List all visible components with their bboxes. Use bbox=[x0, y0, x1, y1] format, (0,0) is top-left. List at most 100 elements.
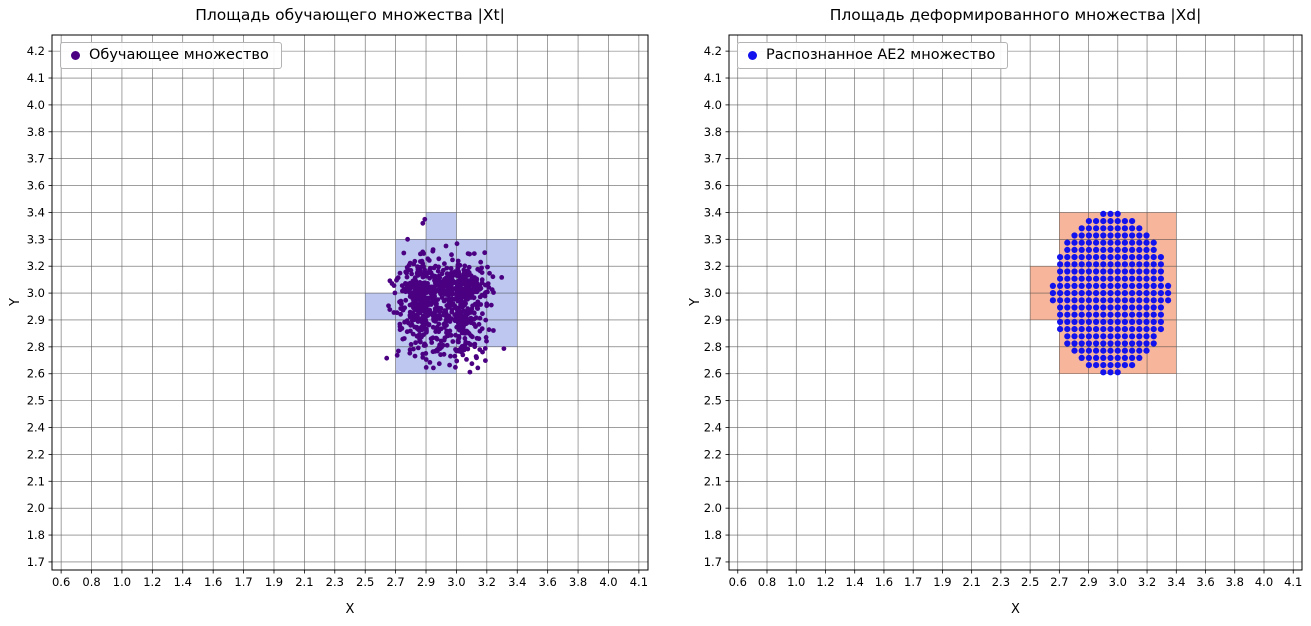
y-tick-label: 4.0 bbox=[704, 98, 722, 112]
y-tick-label: 2.2 bbox=[704, 447, 722, 461]
y-tick-label: 2.0 bbox=[27, 501, 45, 515]
x-tick-label: 3.0 bbox=[1109, 575, 1127, 589]
x-tick-label: 3.0 bbox=[447, 575, 465, 589]
y-tick-label: 2.8 bbox=[704, 340, 722, 354]
x-tick-label: 1.7 bbox=[234, 575, 252, 589]
x-tick-label: 2.1 bbox=[962, 575, 980, 589]
x-tick-label: 3.6 bbox=[539, 575, 557, 589]
x-tick-label: 0.6 bbox=[52, 575, 70, 589]
y-tick-label: 2.2 bbox=[27, 447, 45, 461]
x-tick-label: 1.9 bbox=[265, 575, 283, 589]
left-legend: Обучающее множество bbox=[60, 42, 282, 69]
right-legend: Распознанное AE2 множество bbox=[737, 42, 1009, 69]
deformed-set-axes: 0.6 0.8 1.0 1.2 1.4 1.6 1.7 1.9 2.1 2.3 2.5 2.7 2.9 3… bbox=[704, 34, 1303, 589]
y-tick-label: 4.0 bbox=[27, 98, 45, 112]
x-tick-label: 1.2 bbox=[143, 575, 161, 589]
y-tick-label: 1.8 bbox=[27, 528, 45, 542]
x-tick-label: 0.8 bbox=[758, 575, 776, 589]
x-tick-label: 1.4 bbox=[846, 575, 864, 589]
x-tick-label: 2.1 bbox=[295, 575, 313, 589]
training-set-axes: 0.6 0.8 1.0 1.2 1.4 1.6 1.7 1.9 2.1 2.3 2.5 2.7 2.9 3… bbox=[27, 34, 649, 589]
x-tick-label: 3.8 bbox=[1226, 575, 1244, 589]
y-tick-label: 3.3 bbox=[704, 232, 722, 246]
y-tick-label: 3.3 bbox=[27, 232, 45, 246]
y-tick-label: 2.5 bbox=[27, 394, 45, 408]
x-tick-label: 1.6 bbox=[875, 575, 893, 589]
y-tick-label: 3.2 bbox=[27, 259, 45, 273]
y-tick-label: 2.6 bbox=[704, 367, 722, 381]
y-tick-label: 2.5 bbox=[704, 394, 722, 408]
y-tick-label: 3.8 bbox=[704, 125, 722, 139]
y-tick-label: 2.6 bbox=[27, 367, 45, 381]
y-tick-label: 4.1 bbox=[704, 71, 722, 85]
x-tick-label: 1.4 bbox=[174, 575, 192, 589]
x-tick-label: 0.6 bbox=[729, 575, 747, 589]
y-tick-label: 4.2 bbox=[27, 44, 45, 58]
deformed-set-marker-icon bbox=[748, 50, 757, 60]
y-tick-label: 4.1 bbox=[27, 71, 45, 85]
x-tick-label: 4.1 bbox=[630, 575, 648, 589]
x-tick-label: 2.3 bbox=[992, 575, 1010, 589]
x-tick-label: 3.8 bbox=[569, 575, 587, 589]
y-tick-label: 3.2 bbox=[704, 259, 722, 273]
training-set-grid bbox=[52, 35, 648, 570]
deformed-set-scatter-points bbox=[1049, 210, 1172, 376]
x-tick-label: 2.5 bbox=[356, 575, 374, 589]
y-tick-label: 3.6 bbox=[27, 179, 45, 193]
y-tick-label: 3.4 bbox=[27, 205, 45, 219]
x-tick-label: 1.6 bbox=[204, 575, 222, 589]
y-tick-label: 1.7 bbox=[27, 555, 45, 569]
y-tick-label: 3.8 bbox=[27, 125, 45, 139]
y-tick-label: 1.7 bbox=[704, 555, 722, 569]
x-tick-label: 1.2 bbox=[816, 575, 834, 589]
y-tick-label: 2.9 bbox=[27, 313, 45, 327]
deformed-set-grid bbox=[729, 35, 1302, 570]
x-tick-label: 2.7 bbox=[386, 575, 404, 589]
training-set-scatter-points bbox=[384, 216, 507, 375]
y-tick-label: 2.8 bbox=[27, 340, 45, 354]
y-tick-label: 1.8 bbox=[704, 528, 722, 542]
y-tick-label: 3.7 bbox=[704, 152, 722, 166]
right-y-axis-label: Y bbox=[688, 298, 703, 306]
y-tick-label: 2.9 bbox=[704, 313, 722, 327]
x-tick-label: 3.4 bbox=[1167, 575, 1185, 589]
x-tick-label: 2.5 bbox=[1021, 575, 1039, 589]
left-chart-title: Площадь обучающего множества |Xt| bbox=[195, 6, 505, 24]
x-tick-label: 1.7 bbox=[904, 575, 922, 589]
y-tick-label: 2.4 bbox=[27, 421, 45, 435]
x-tick-label: 3.4 bbox=[508, 575, 526, 589]
right-x-axis-label: X bbox=[1011, 602, 1020, 617]
x-tick-label: 3.6 bbox=[1196, 575, 1214, 589]
x-tick-label: 1.9 bbox=[933, 575, 951, 589]
x-tick-label: 4.1 bbox=[1284, 575, 1302, 589]
x-tick-label: 0.8 bbox=[82, 575, 100, 589]
y-tick-label: 2.1 bbox=[704, 474, 722, 488]
x-tick-label: 2.9 bbox=[417, 575, 435, 589]
x-tick-label: 1.0 bbox=[113, 575, 131, 589]
x-tick-label: 4.0 bbox=[599, 575, 617, 589]
y-tick-label: 2.4 bbox=[704, 421, 722, 435]
y-tick-label: 4.2 bbox=[704, 44, 722, 58]
left-legend-label: Обучающее множество bbox=[89, 47, 269, 63]
left-x-axis-label: X bbox=[345, 602, 355, 617]
x-tick-label: 1.0 bbox=[787, 575, 805, 589]
x-tick-label: 4.0 bbox=[1255, 575, 1273, 589]
x-tick-label: 2.3 bbox=[326, 575, 344, 589]
x-tick-label: 2.7 bbox=[1050, 575, 1068, 589]
training-set-marker-icon bbox=[71, 50, 80, 60]
y-tick-label: 3.4 bbox=[704, 205, 722, 219]
right-chart-title: Площадь деформированного множества |Xd| bbox=[829, 6, 1202, 24]
x-tick-label: 2.9 bbox=[1079, 575, 1097, 589]
x-tick-label: 3.2 bbox=[1138, 575, 1156, 589]
y-tick-label: 2.1 bbox=[27, 474, 45, 488]
y-tick-label: 3.0 bbox=[704, 286, 722, 300]
y-tick-label: 3.6 bbox=[704, 179, 722, 193]
right-legend-label: Распознанное AE2 множество bbox=[766, 47, 996, 63]
y-tick-label: 3.7 bbox=[27, 152, 45, 166]
x-tick-label: 3.2 bbox=[478, 575, 496, 589]
y-tick-label: 2.0 bbox=[704, 501, 722, 515]
left-y-axis-label: Y bbox=[8, 298, 23, 306]
y-tick-label: 3.0 bbox=[27, 286, 45, 300]
